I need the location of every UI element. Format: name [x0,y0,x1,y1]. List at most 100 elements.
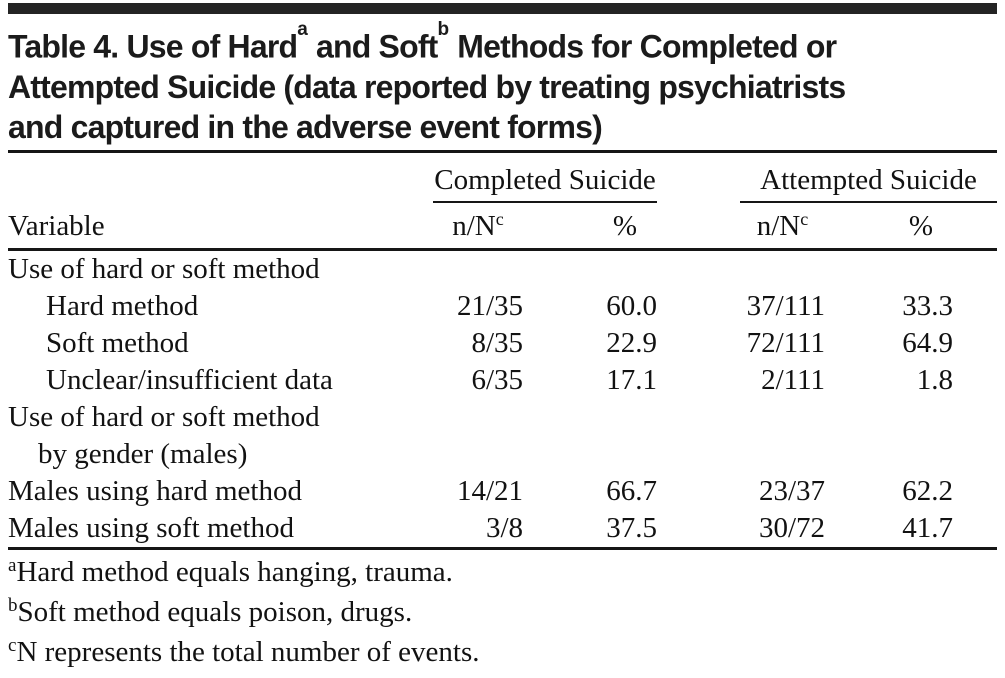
completed-nn-cell [433,436,523,473]
table-title-line-2: Attempted Suicide (data reported by trea… [8,68,846,105]
footnotes: aHard method equals hanging, trauma. bSo… [8,554,997,674]
footnote-marker-c-ref: c [800,208,809,229]
footnote-c: cN represents the total number of events… [8,634,997,674]
table-row-males-hard-method: Males using hard method 14/21 66.7 23/37… [8,473,997,510]
trailing-cell [953,436,997,473]
variable-cell: Hard method [46,289,199,322]
attempted-pct-cell [825,399,953,436]
attempted-nn-cell [740,399,825,436]
title-text: Table 4. Use of Hard [8,28,298,65]
completed-pct-cell [523,399,657,436]
completed-pct-cell [523,249,657,288]
completed-nn-cell: 14/21 [456,474,523,507]
completed-pct-cell [523,436,657,473]
gap-cell [657,399,740,436]
footnote-c-text: N represents the total number of events. [16,635,480,668]
column-header-attempted-pct: % [825,201,953,251]
attempted-nn-cell: 23/37 [758,474,825,507]
table-row-section-by-gender-line2: by gender (males) [8,436,997,473]
data-table: Completed Suicide Attempted Suicide Vari… [8,152,997,550]
attempted-pct-cell: 41.7 [825,509,953,550]
column-header-trailing [953,201,997,251]
table-row-hard-method: Hard method 21/35 60.0 37/111 33.3 [8,288,997,325]
attempted-pct-cell: 62.2 [902,474,953,507]
trailing-cell [953,362,997,399]
group-header-row: Completed Suicide Attempted Suicide [8,152,997,203]
completed-nn-cell [433,399,523,436]
completed-nn-cell [433,249,523,288]
footnote-a-text: Hard method equals hanging, trauma. [16,555,453,588]
completed-pct-cell: 37.5 [523,509,657,550]
footnote-a-marker: a [8,554,17,576]
trailing-cell [953,473,997,510]
group-header-completed-suicide: Completed Suicide [433,152,657,203]
variable-cell: Males using hard method [8,474,302,507]
gap-cell [657,362,740,399]
table-row-section-by-gender-line1: Use of hard or soft method [8,399,997,436]
column-header-attempted-nn: n/Nc [740,201,825,251]
completed-pct-cell: 17.1 [606,363,657,396]
nn-label: n/N [756,209,801,242]
trailing-cell [953,288,997,325]
group-header-gap [657,153,740,202]
variable-cell: Use of hard or soft method [8,400,320,433]
variable-cell: Soft method [46,326,189,359]
table-title: Table 4. Use of Harda and Softb Methods … [8,19,997,147]
completed-nn-cell: 6/35 [471,363,523,396]
footnote-b-marker: b [8,594,18,616]
column-header-completed-pct: % [523,201,657,251]
completed-pct-cell: 22.9 [606,326,657,359]
footnote-marker-b-ref: b [437,19,450,40]
variable-cell: Males using soft method [8,509,433,550]
attempted-nn-cell [740,436,825,473]
footnote-c-marker: c [8,634,17,656]
footnote-b: bSoft method equals poison, drugs. [8,594,997,634]
attempted-pct-cell: 64.9 [902,326,953,359]
completed-pct-cell: 66.7 [606,474,657,507]
footnote-b-text: Soft method equals poison, drugs. [17,595,413,628]
top-divider-bar [8,3,997,14]
completed-nn-cell: 8/35 [471,326,523,359]
nn-label: n/N [452,209,496,242]
variable-cell: Unclear/insufficient data [46,363,333,396]
page: Table 4. Use of Harda and Softb Methods … [0,3,1005,678]
title-text: and Soft [307,28,438,65]
table-row-males-soft-method: Males using soft method 3/8 37.5 30/72 4… [8,509,997,550]
column-header-gap [657,201,740,251]
table-title-line-1: Table 4. Use of Harda and Softb Methods … [8,19,997,67]
attempted-nn-cell: 2/111 [761,363,825,396]
attempted-nn-cell [740,249,825,288]
gap-cell [657,249,740,288]
completed-pct-cell: 60.0 [606,289,657,322]
attempted-nn-cell: 30/72 [740,509,825,550]
title-text: Methods for Completed or [449,28,837,65]
title-separator-rule [8,149,997,153]
trailing-cell [953,325,997,362]
variable-cell: by gender (males) [38,437,248,470]
gap-cell [657,473,740,510]
footnote-marker-c-ref: c [495,208,504,229]
trailing-cell [953,399,997,436]
footnote-a: aHard method equals hanging, trauma. [8,554,997,594]
group-header-spacer [8,153,433,202]
completed-nn-cell: 3/8 [433,509,523,550]
attempted-pct-cell [825,249,953,288]
gap-cell [657,288,740,325]
attempted-nn-cell: 72/111 [746,326,825,359]
variable-cell: Use of hard or soft method [8,252,320,285]
table-title-line-3: and captured in the adverse event forms) [8,108,603,145]
footnote-marker-a-ref: a [297,19,308,40]
gap-cell [657,436,740,473]
gap-cell [657,325,740,362]
column-header-completed-nn: n/Nc [433,201,523,251]
attempted-nn-cell: 37/111 [746,289,825,322]
attempted-pct-cell: 33.3 [902,289,953,322]
column-header-variable: Variable [8,201,433,251]
attempted-pct-cell [825,436,953,473]
group-header-attempted-suicide: Attempted Suicide [740,152,997,203]
trailing-cell [953,509,997,550]
column-header-row: Variable n/Nc % n/Nc % [8,201,997,251]
trailing-cell [953,249,997,288]
attempted-pct-cell: 1.8 [916,363,953,396]
completed-nn-cell: 21/35 [456,289,523,322]
